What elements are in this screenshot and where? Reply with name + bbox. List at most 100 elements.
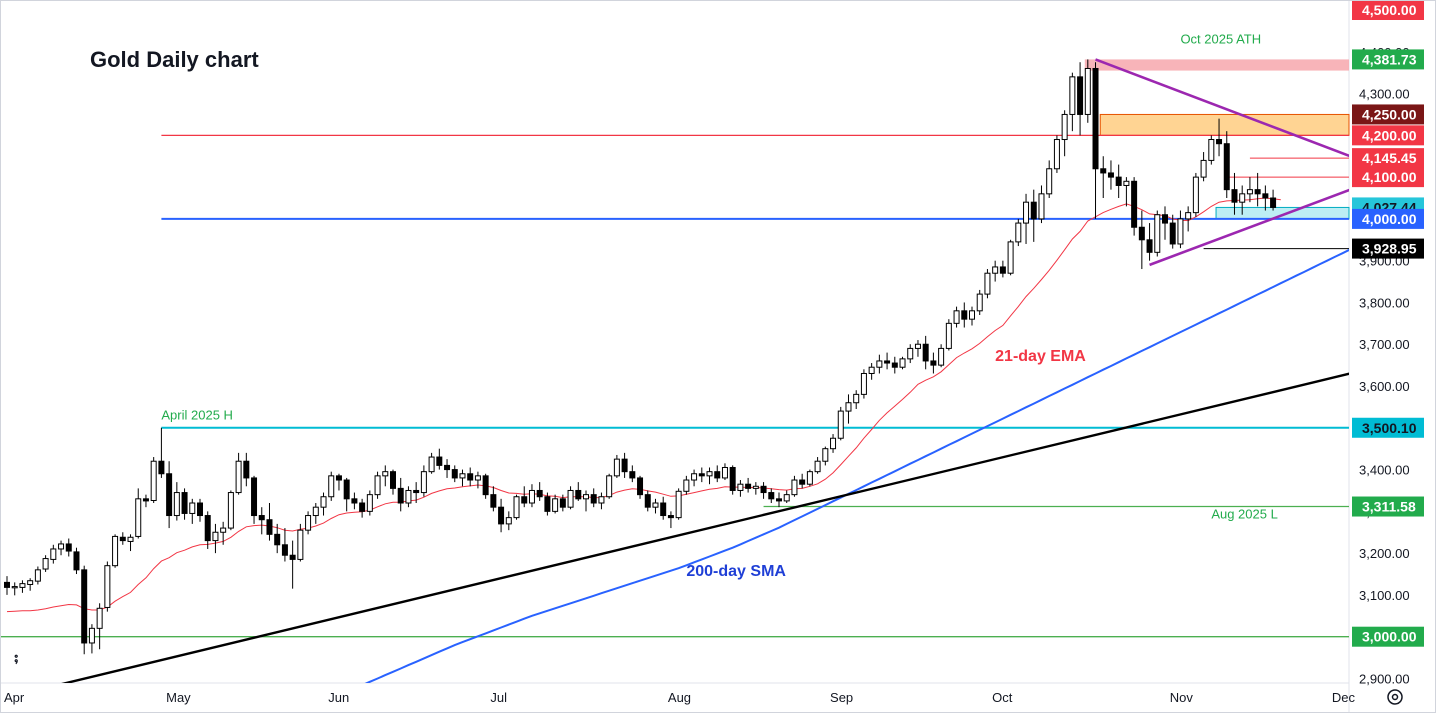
candle-body-up xyxy=(737,483,744,491)
candle-body-up xyxy=(474,475,481,481)
candle-body-down xyxy=(729,466,736,491)
candle-body-down xyxy=(1270,197,1277,208)
candle-body-down xyxy=(629,471,636,479)
candle-body-up xyxy=(11,586,18,589)
candle-body-down xyxy=(204,515,211,542)
candle-body-up xyxy=(459,473,466,479)
candle-body-up xyxy=(1053,139,1060,170)
candle-body-up xyxy=(220,527,227,533)
chart-annotation: April 2025 H xyxy=(161,407,233,422)
candle-body-up xyxy=(1084,67,1091,115)
candle-body-up xyxy=(1177,218,1184,245)
candle-body-up xyxy=(969,310,975,320)
candle-body-down xyxy=(81,569,88,644)
candle-body-down xyxy=(289,554,296,560)
candle-body-up xyxy=(583,494,589,500)
candle-body-down xyxy=(258,515,265,521)
price-scale-tick-label: 3,400.00 xyxy=(1359,463,1410,478)
candle-body-up xyxy=(606,475,613,498)
candle-body-down xyxy=(351,498,358,504)
price-tag-label: 4,381.73 xyxy=(1362,51,1417,67)
candle-body-up xyxy=(96,607,103,629)
candle-body-up xyxy=(938,347,945,366)
price-tag xyxy=(1352,0,1424,20)
candle-body-up xyxy=(42,558,49,570)
candle-body-up xyxy=(312,506,319,517)
candle-body-down xyxy=(498,506,505,525)
candle-body-up xyxy=(1239,193,1246,203)
candle-body-down xyxy=(1138,226,1145,241)
candle-body-up xyxy=(899,358,906,368)
candle-body-up xyxy=(783,494,790,502)
price-tag-label: 4,500.00 xyxy=(1362,2,1417,18)
price-tag xyxy=(1352,208,1424,229)
candle-body-up xyxy=(984,272,991,295)
candle-body-down xyxy=(1115,176,1122,186)
settings-gear-icon-center xyxy=(1391,693,1399,701)
candle-body-up xyxy=(227,492,234,529)
candle-body-up xyxy=(1246,189,1253,195)
price-tag xyxy=(1352,167,1424,188)
candle-body-down xyxy=(714,471,721,479)
candle-body-up xyxy=(19,583,26,588)
candle-body-up xyxy=(791,479,798,496)
price-zone xyxy=(1215,206,1350,220)
price-zone xyxy=(1099,113,1350,136)
candle-body-down xyxy=(884,360,891,364)
candle-body-down xyxy=(745,483,752,489)
candle-body-down xyxy=(961,310,968,320)
candle-body-down xyxy=(266,519,273,535)
candle-body-up xyxy=(135,498,142,537)
candle-body-down xyxy=(343,479,350,500)
candle-body-up xyxy=(212,531,219,542)
price-zone xyxy=(1084,59,1349,71)
candle-body-up xyxy=(691,473,698,481)
tv-logo-icon: ⨾ xyxy=(14,642,18,667)
candle-body-up xyxy=(528,489,535,504)
candle-body-down xyxy=(251,477,258,517)
candle-body-up xyxy=(752,485,759,489)
candle-body-down xyxy=(1169,222,1176,245)
candle-body-up xyxy=(1185,212,1192,220)
candle-body-up xyxy=(297,529,304,560)
price-tag xyxy=(1352,104,1424,125)
candle-body-down xyxy=(436,456,443,466)
chart-annotation: 21-day EMA xyxy=(995,348,1086,365)
candle-body-down xyxy=(243,460,250,479)
candle-body-up xyxy=(420,471,427,494)
candle-body-down xyxy=(521,496,528,504)
candle-body-down xyxy=(197,502,203,517)
chart-annotation: Aug 2025 L xyxy=(1211,506,1278,521)
candle-body-up xyxy=(837,410,844,439)
price-tag xyxy=(1352,238,1424,259)
candle-body-down xyxy=(73,551,80,571)
candle-body-down xyxy=(922,343,929,362)
price-tag-label: 4,000.00 xyxy=(1362,211,1417,227)
candle-body-down xyxy=(1254,189,1261,195)
candle-body-up xyxy=(1061,113,1068,141)
candle-body-down xyxy=(1146,239,1153,253)
price-scale-tick-label: 2,900.00 xyxy=(1359,671,1410,686)
time-axis-label: Aug xyxy=(668,690,691,705)
trend-line xyxy=(1149,188,1349,267)
candle-body-up xyxy=(1015,222,1022,243)
candle-body-up xyxy=(305,515,312,531)
price-tag xyxy=(1352,496,1424,517)
candle-body-up xyxy=(382,471,389,477)
candle-body-up xyxy=(683,479,690,492)
candle-body-up xyxy=(50,548,57,560)
candle-body-down xyxy=(590,494,597,504)
candle-body-up xyxy=(907,347,914,360)
candle-body-down xyxy=(1231,189,1238,203)
candle-body-down xyxy=(1107,172,1114,178)
candle-body-up xyxy=(127,536,134,542)
candle-body-up xyxy=(374,475,381,496)
candle-body-down xyxy=(621,458,628,473)
candle-body-up xyxy=(598,496,605,504)
price-tag xyxy=(1352,417,1424,438)
candle-body-up xyxy=(112,535,119,567)
candle-body-down xyxy=(4,581,10,588)
candle-body-up xyxy=(675,490,682,519)
candle-body-up xyxy=(914,343,921,349)
